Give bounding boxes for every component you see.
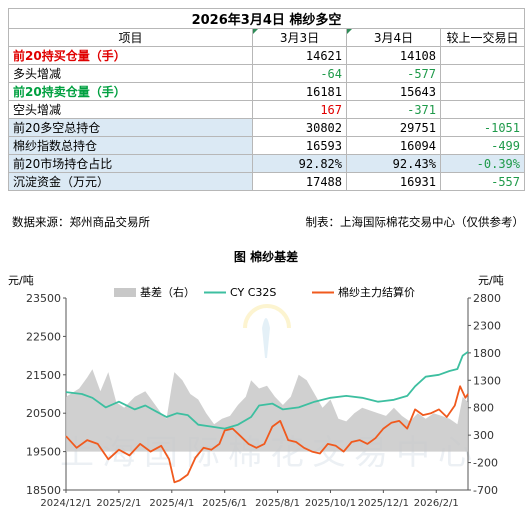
- header-date-1: 3月3日: [252, 28, 347, 47]
- row-value-d1: 92.82%: [252, 154, 347, 173]
- table-row: 沉淀资金（万元） 17488 16931 -557: [8, 172, 525, 191]
- legend-label-main: 棉纱主力结算价: [338, 285, 415, 299]
- row-value-change: [440, 100, 525, 119]
- row-value-change: -557: [440, 172, 525, 191]
- table-row: 多头增减 -64 -577: [8, 64, 525, 83]
- row-value-d2: 15643: [346, 82, 441, 101]
- table-row: 棉纱指数总持仓 16593 16094 -499: [8, 136, 525, 155]
- row-label: 空头增减: [8, 100, 253, 119]
- row-value-d1: 17488: [252, 172, 347, 191]
- table-title: 2026年3月4日 棉纱多空: [8, 8, 525, 29]
- row-label: 前20多空总持仓: [8, 118, 253, 137]
- header-item: 项目: [8, 28, 253, 47]
- row-value-d1: 14621: [252, 46, 347, 65]
- chart-title: 图 棉纱基差: [234, 249, 298, 264]
- x-tick-label: 2025/2/1: [96, 498, 141, 509]
- header-change: 较上一交易日: [440, 28, 525, 47]
- row-label: 棉纱指数总持仓: [8, 136, 253, 155]
- row-value-d2: 14108: [346, 46, 441, 65]
- row-value-d1: 30802: [252, 118, 347, 137]
- left-tick-label: 19500: [26, 446, 61, 459]
- table-row: 前20持买仓量（手） 14621 14108: [8, 46, 525, 65]
- row-label: 沉淀资金（万元）: [8, 172, 253, 191]
- basis-chart: 图 棉纱基差 元/吨 元/吨 基差（右） CY C32S 棉纱主力结算价 上海国…: [8, 249, 504, 509]
- row-value-d1: 16593: [252, 136, 347, 155]
- left-tick-label: 23500: [26, 292, 61, 305]
- row-value-change: [440, 64, 525, 83]
- series-basis-area: [66, 369, 468, 452]
- position-table: 2026年3月4日 棉纱多空 项目 3月3日 3月4日 较上一交易日 前20持买…: [8, 8, 525, 191]
- right-tick-label: 2300: [473, 319, 501, 332]
- row-label: 多头增减: [8, 64, 253, 83]
- row-value-d1: 16181: [252, 82, 347, 101]
- legend-label-basis: 基差（右）: [140, 285, 195, 299]
- x-tick-label: 2025/8/1: [255, 498, 300, 509]
- row-value-change: [440, 82, 525, 101]
- row-value-d2: 16094: [346, 136, 441, 155]
- table-row: 空头增减 167 -371: [8, 100, 525, 119]
- right-axis-unit: 元/吨: [478, 274, 504, 287]
- right-tick-label: 1300: [473, 374, 501, 387]
- table-row: 前20多空总持仓 30802 29751 -1051: [8, 118, 525, 137]
- row-label: 前20持卖仓量（手）: [8, 82, 253, 101]
- legend-label-cy: CY C32S: [230, 286, 276, 299]
- series-cy-c32s-line: [65, 351, 469, 430]
- right-tick-label: 2800: [473, 292, 501, 305]
- left-axis-unit: 元/吨: [8, 274, 34, 287]
- x-tick-label: 2025/10/1: [305, 498, 356, 509]
- header-date-2: 3月4日: [346, 28, 441, 47]
- notes-line: 数据来源：郑州商品交易所 制表：上海国际棉花交易中心（仅供参考）: [12, 214, 524, 230]
- right-tick-label: -200: [473, 457, 498, 470]
- row-value-d2: 29751: [346, 118, 441, 137]
- chart-legend: 基差（右） CY C32S 棉纱主力结算价: [114, 285, 415, 299]
- x-tick-label: 2026/2/1: [414, 498, 459, 509]
- right-tick-label: 1800: [473, 347, 501, 360]
- row-value-d1: -64: [252, 64, 347, 83]
- row-label: 前20持买仓量（手）: [8, 46, 253, 65]
- plot-area: 18500 19500 20500 21500 22500 23500 -700 -200 30…: [26, 292, 501, 509]
- row-value-change: -0.39%: [440, 154, 525, 173]
- right-tick-label: 800: [473, 402, 494, 415]
- right-tick-label: -700: [473, 484, 498, 497]
- series-main-settlement-line: [65, 385, 469, 484]
- x-tick-label: 2024/12/1: [40, 498, 91, 509]
- row-value-change: [440, 46, 525, 65]
- row-value-d2: -577: [346, 64, 441, 83]
- table-row: 前20持卖仓量（手） 16181 15643: [8, 82, 525, 101]
- legend-swatch-basis: [114, 288, 136, 297]
- row-label: 前20市场持仓占比: [8, 154, 253, 173]
- source-note: 数据来源：郑州商品交易所: [12, 215, 150, 229]
- row-value-change: -499: [440, 136, 525, 155]
- left-tick-label: 20500: [26, 407, 61, 420]
- row-value-d2: -371: [346, 100, 441, 119]
- row-value-d1: 167: [252, 100, 347, 119]
- maker-note: 制表：上海国际棉花交易中心（仅供参考）: [305, 215, 525, 229]
- row-value-d2: 92.43%: [346, 154, 441, 173]
- x-tick-label: 2025/12/1: [358, 498, 409, 509]
- row-value-change: -1051: [440, 118, 525, 137]
- row-value-d2: 16931: [346, 172, 441, 191]
- left-tick-label: 18500: [26, 484, 61, 497]
- right-tick-label: 300: [473, 429, 494, 442]
- x-tick-label: 2025/6/1: [202, 498, 247, 509]
- table-row: 前20市场持仓占比 92.82% 92.43% -0.39%: [8, 154, 525, 173]
- watermark-logo: [243, 304, 291, 358]
- left-tick-label: 22500: [26, 330, 61, 343]
- left-tick-label: 21500: [26, 369, 61, 382]
- x-tick-label: 2025/4/1: [149, 498, 194, 509]
